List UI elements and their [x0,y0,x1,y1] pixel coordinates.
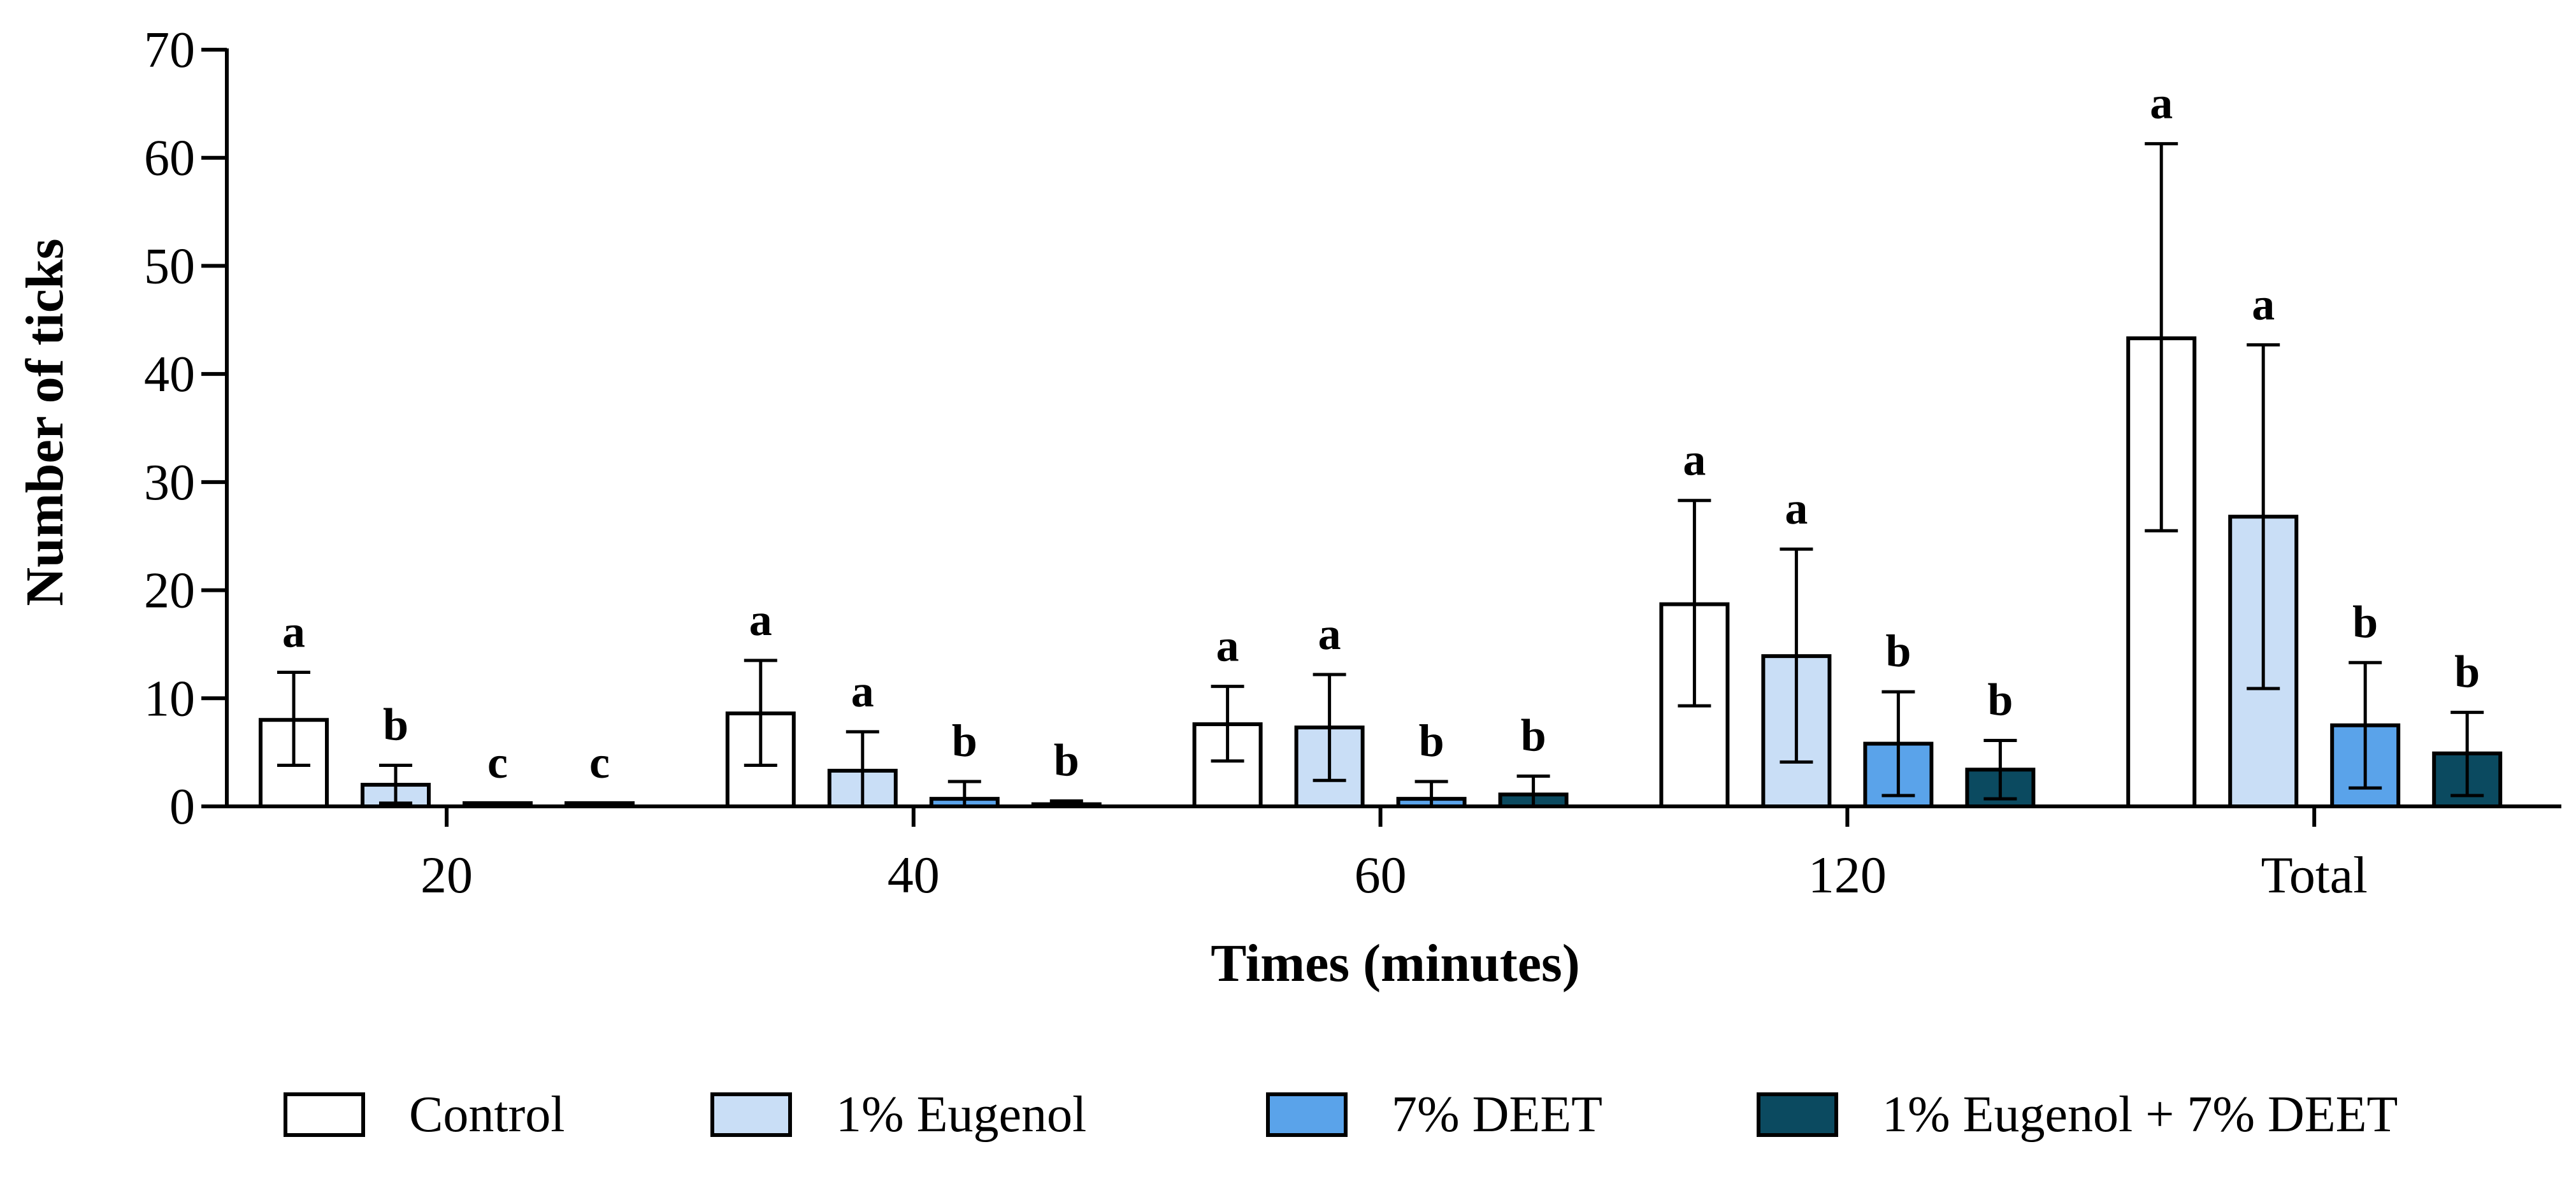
legend-swatch [710,1092,792,1137]
legend-swatch [284,1092,365,1137]
x-tick-label: 120 [1808,846,1887,904]
significance-letter: b [2454,646,2480,697]
plot-area: a b c c a a b b a a b b a a b b a a b b [259,78,2503,809]
legend-label: 1% Eugenol [836,1087,1086,1143]
significance-letter: b [1054,735,1079,786]
x-tick-label: 40 [888,846,940,904]
significance-letter: b [2352,596,2378,647]
significance-letter: a [1785,483,1808,534]
y-axis-title: Number of ticks [15,238,75,606]
x-axis: 20 40 60 120 Total [227,804,2561,904]
significance-letter: a [1318,608,1341,659]
legend-label: Control [409,1087,565,1143]
significance-letter: b [952,715,977,766]
x-tick-label: Total [2261,846,2368,904]
significance-letter: b [1419,715,1444,766]
y-tick-label: 50 [144,238,195,294]
significance-letter: a [282,606,305,657]
significance-letter: b [1987,674,2013,725]
significance-letter: a [851,666,874,717]
x-tick-label: 60 [1355,846,1407,904]
significance-letter: a [2150,78,2173,129]
legend-label: 7% DEET [1392,1087,1602,1143]
legend: Control 1% Eugenol 7% DEET 1% Eugenol + 7% … [284,1087,2398,1143]
y-tick-label: 20 [144,563,195,619]
significance-letter: a [1683,434,1706,485]
x-tick-label: 20 [421,846,473,904]
y-tick-label: 30 [144,455,195,511]
significance-letter: b [1885,625,1911,676]
x-axis-title: Times (minutes) [1211,934,1579,993]
y-tick-label: 40 [144,347,195,403]
y-tick-label: 10 [144,671,195,727]
legend-swatch [1757,1092,1838,1137]
y-axis: 0 10 20 30 40 50 60 70 [144,22,229,835]
y-tick-label: 60 [144,131,195,187]
y-tick-label: 0 [169,779,195,835]
significance-letter: a [1216,620,1239,671]
significance-letter: b [1521,710,1546,761]
significance-letter: a [749,594,772,645]
legend-label: 1% Eugenol + 7% DEET [1882,1087,2398,1143]
significance-letter: a [2252,278,2275,329]
legend-swatch [1266,1092,1348,1137]
significance-letter: c [487,737,508,788]
significance-letter: b [383,699,408,750]
y-tick-label: 70 [144,22,195,78]
significance-letter: c [589,737,610,788]
